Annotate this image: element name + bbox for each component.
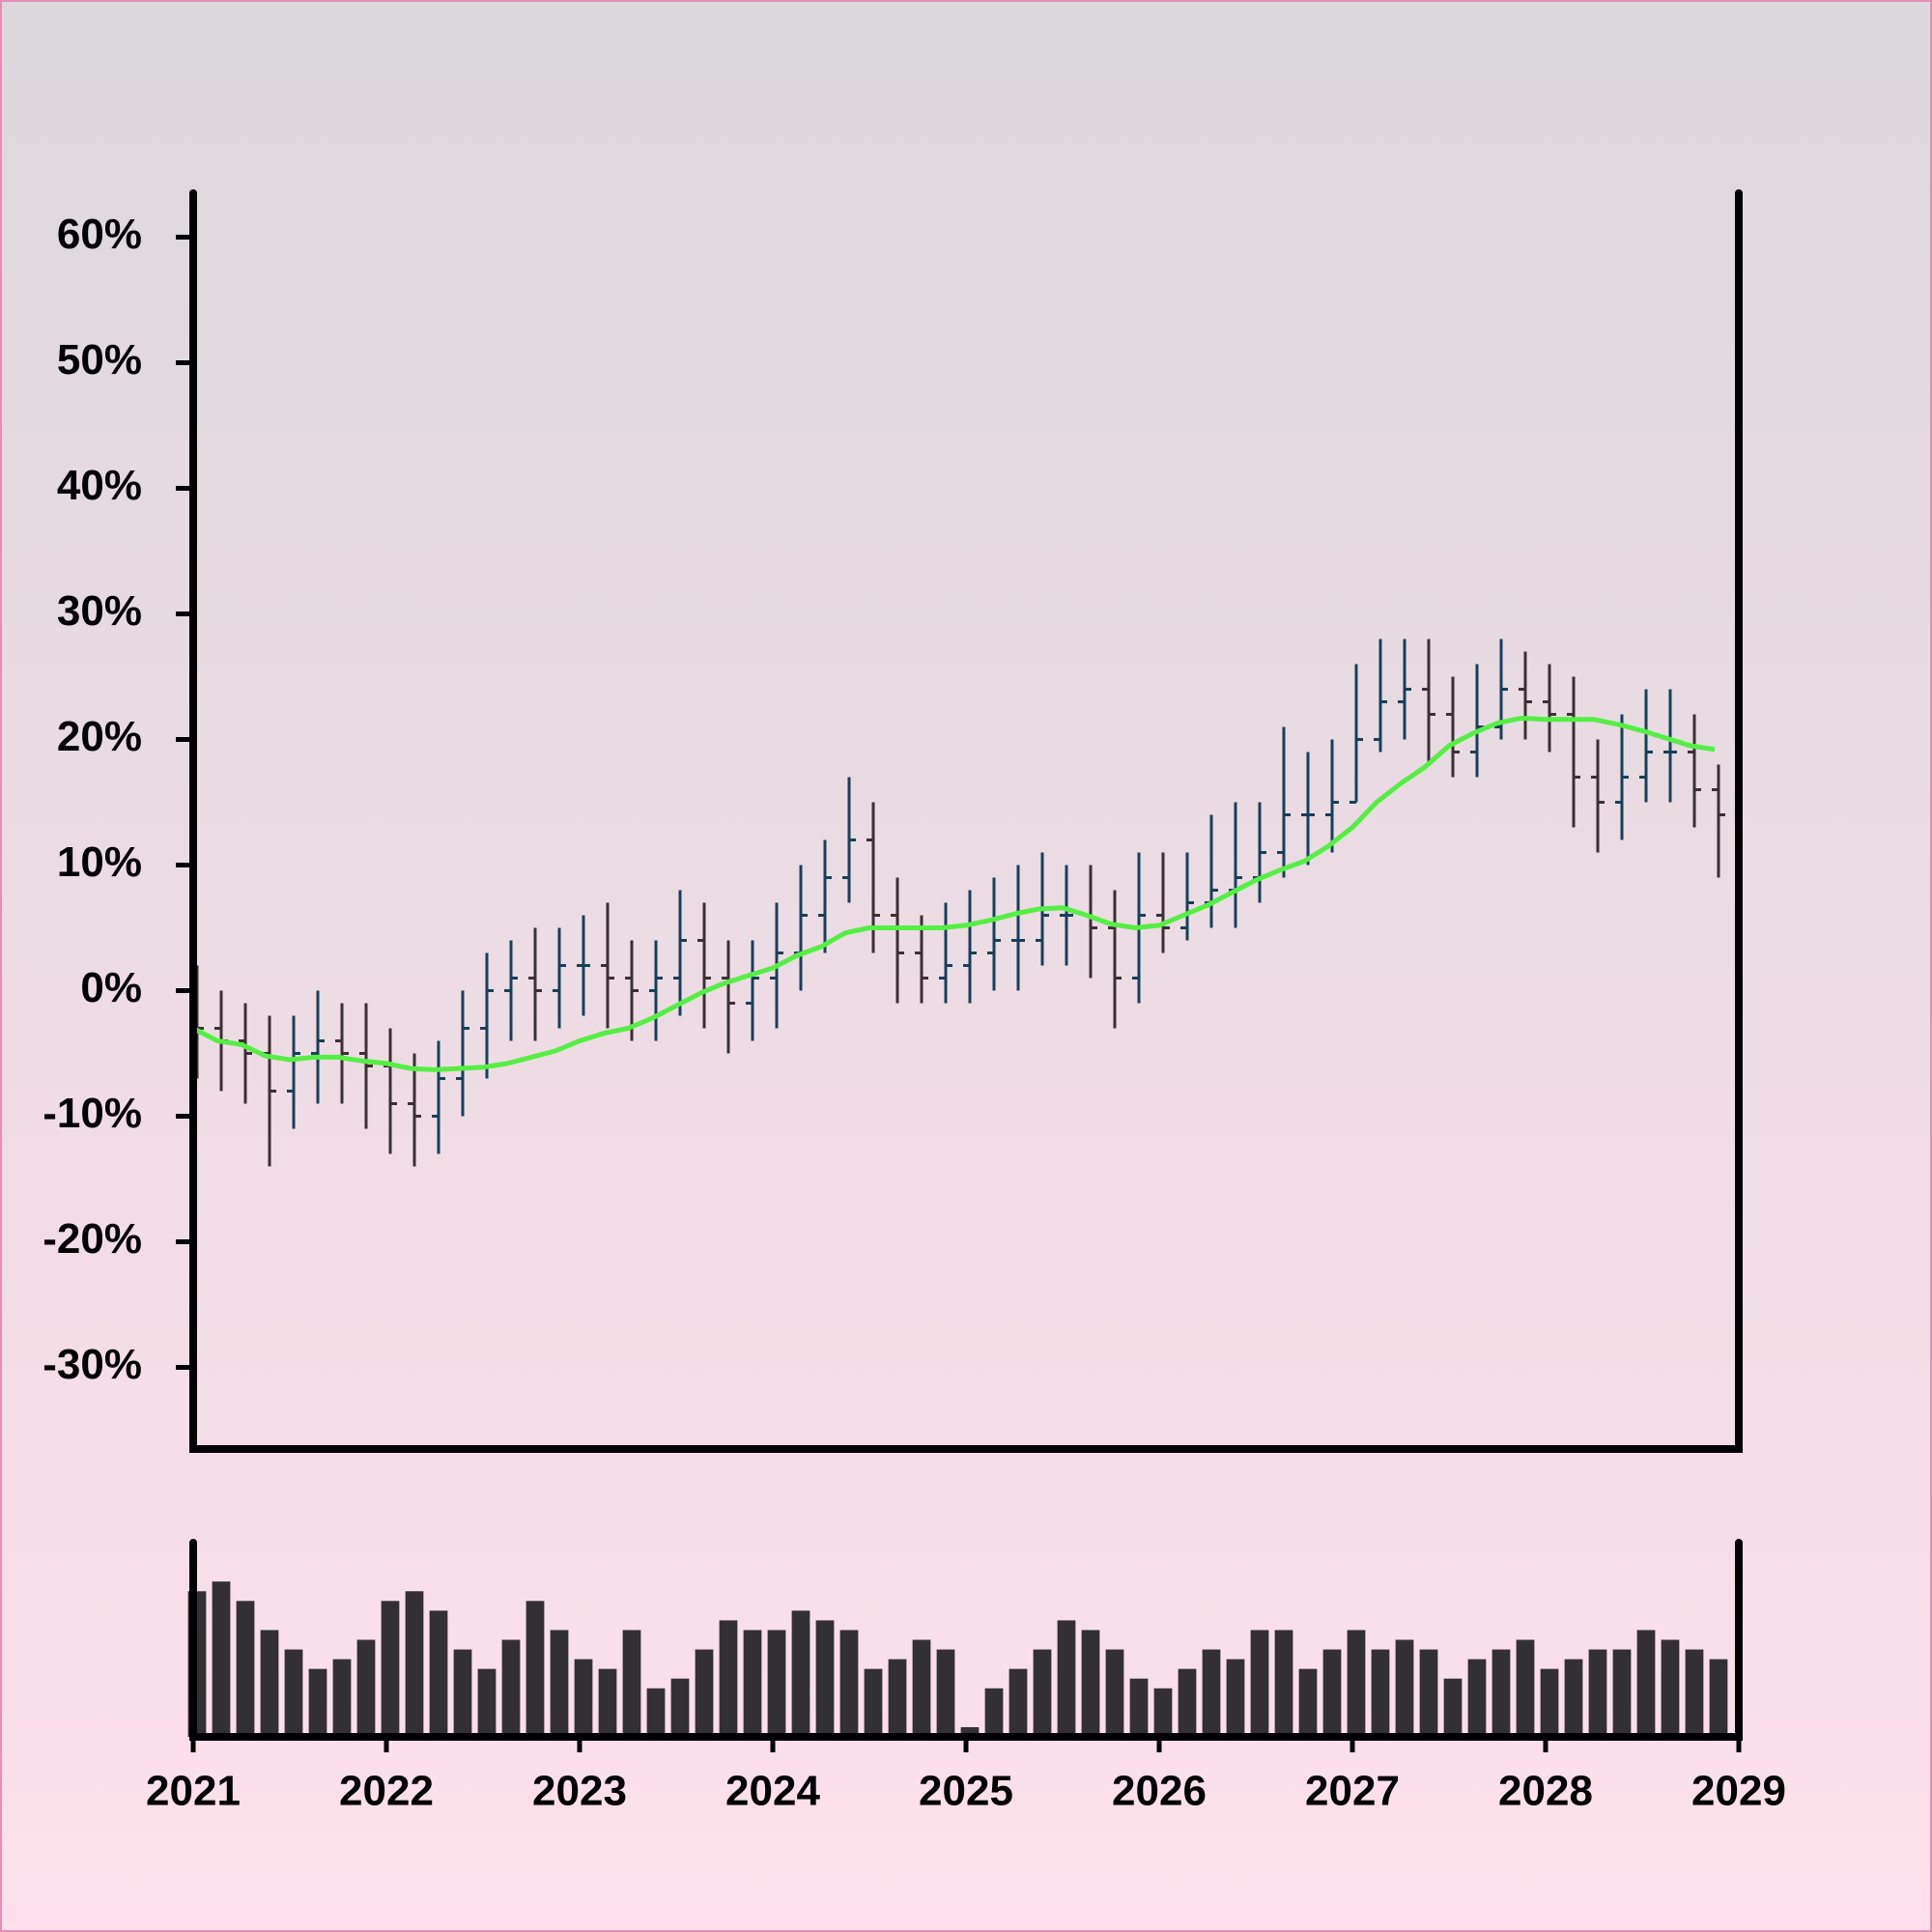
volume-bar <box>260 1630 279 1737</box>
y-tick-label: 50% <box>57 336 142 384</box>
volume-bar <box>453 1649 472 1737</box>
volume-bar <box>212 1581 231 1737</box>
x-tick-label: 2023 <box>532 1768 627 1815</box>
volume-bar <box>1516 1639 1535 1737</box>
y-tick-label: 20% <box>57 713 142 760</box>
x-tick-label: 2021 <box>146 1768 241 1815</box>
volume-bar <box>815 1620 835 1737</box>
volume-bar <box>526 1601 545 1737</box>
volume-bar <box>574 1659 593 1737</box>
volume-bar <box>1612 1649 1632 1737</box>
volume-bar <box>1153 1688 1173 1737</box>
volume-bar <box>1588 1649 1607 1737</box>
x-tick-label: 2029 <box>1691 1768 1786 1815</box>
volume-bar <box>598 1668 617 1737</box>
volume-bar <box>1371 1649 1390 1737</box>
volume-bar <box>670 1678 690 1737</box>
volume-bar <box>236 1601 255 1737</box>
y-tick-label: -30% <box>43 1341 142 1388</box>
frame <box>189 189 1743 1741</box>
volume-bar <box>936 1649 955 1737</box>
volume-bar <box>743 1630 762 1737</box>
volume-bar <box>767 1630 786 1737</box>
price-frame <box>189 189 1743 1453</box>
x-tick-label: 2026 <box>1112 1768 1207 1815</box>
volume-bar <box>695 1649 714 1737</box>
volume-bar <box>1467 1659 1487 1737</box>
volume-bar <box>332 1659 352 1737</box>
volume-bar <box>550 1630 569 1737</box>
volume-bar <box>1709 1659 1728 1737</box>
volume-bar <box>1009 1668 1028 1737</box>
volume-bar <box>429 1610 448 1737</box>
x-tick-label: 2025 <box>919 1768 1013 1815</box>
x-tick-label: 2022 <box>339 1768 434 1815</box>
volume-bar <box>1202 1649 1221 1737</box>
volume-bar <box>912 1639 931 1737</box>
volume-bar <box>356 1639 376 1737</box>
volume-bar <box>646 1688 666 1737</box>
x-tick-label: 2028 <box>1498 1768 1593 1815</box>
volume-bar <box>888 1659 907 1737</box>
volume-bar <box>1033 1649 1052 1737</box>
y-tick-label: -20% <box>43 1215 142 1263</box>
volume-bar <box>1178 1668 1197 1737</box>
y-tick-label: 0% <box>80 964 142 1011</box>
x-tick-label: 2027 <box>1305 1768 1400 1815</box>
y-tick-label: 10% <box>57 838 142 886</box>
volume-bar <box>1057 1620 1076 1737</box>
y-tick-label: -10% <box>43 1090 142 1137</box>
volume-bar <box>1443 1678 1463 1737</box>
volume-bar <box>1347 1630 1366 1737</box>
volume-bar <box>1081 1630 1100 1737</box>
volume-bar <box>1661 1639 1680 1737</box>
volume-bar <box>501 1639 521 1737</box>
y-tick-label: 30% <box>57 587 142 635</box>
volume-bar <box>1250 1630 1269 1737</box>
volume-bar <box>1105 1649 1124 1737</box>
plot-layer: -30% -20% -10% 0% 10% 20% 30% 40% 50% 60% 2021 2022… <box>43 211 1786 1815</box>
volume-bar <box>1564 1659 1583 1737</box>
volume-bar <box>405 1591 424 1737</box>
volume-bar <box>622 1630 641 1737</box>
volume-frame <box>189 1539 1743 1741</box>
volume-bar <box>308 1668 327 1737</box>
volume-bar <box>1419 1649 1438 1737</box>
volume-bar <box>1540 1668 1559 1737</box>
volume-bar <box>284 1649 303 1737</box>
volume-bar <box>1685 1649 1704 1737</box>
volume-bar <box>1129 1678 1149 1737</box>
volume-bar <box>1274 1630 1293 1737</box>
volume-bar <box>381 1601 400 1737</box>
volume-bar <box>1226 1659 1245 1737</box>
volume-bar <box>1298 1668 1318 1737</box>
x-tick-label: 2024 <box>725 1768 820 1815</box>
volume-bar <box>477 1668 497 1737</box>
moving-average <box>191 715 1716 1072</box>
volume-bar <box>984 1688 1004 1737</box>
volume-bar <box>1492 1649 1511 1737</box>
y-tick-label: 40% <box>57 462 142 509</box>
volume-bar <box>960 1726 980 1737</box>
volume-bar <box>864 1668 883 1737</box>
volume-bar <box>1322 1649 1342 1737</box>
volume-bar <box>719 1620 738 1737</box>
y-tick-label: 60% <box>57 211 142 258</box>
volume-bar <box>1636 1630 1656 1737</box>
volume-bar <box>839 1630 859 1737</box>
volume-bar <box>1395 1639 1414 1737</box>
volume-bar <box>791 1610 810 1737</box>
